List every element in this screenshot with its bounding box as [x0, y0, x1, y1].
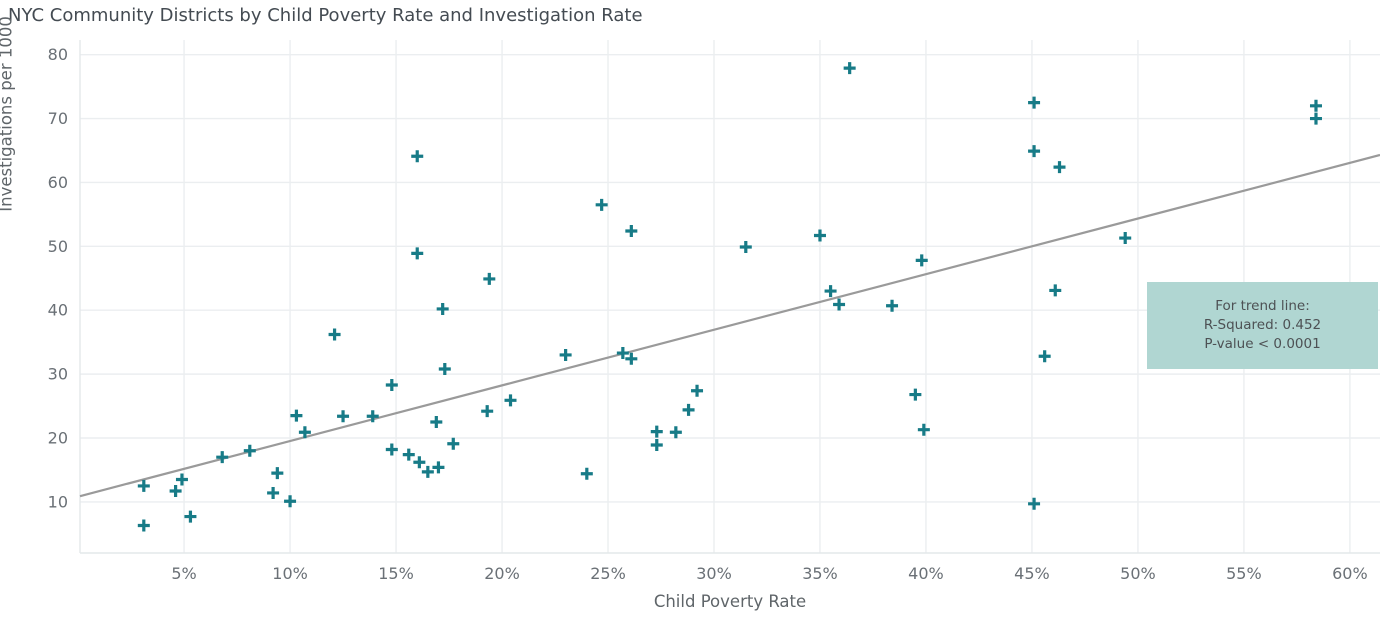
- trend-line: [79, 153, 1380, 498]
- y-axis-title: Investigations per 1000: [0, 16, 16, 212]
- x-tick-label: 45%: [1014, 564, 1050, 583]
- y-tick-label: 40: [48, 301, 68, 320]
- annotation-line-3: P-value < 0.0001: [1204, 336, 1321, 352]
- data-point[interactable]: [436, 302, 449, 315]
- data-point[interactable]: [813, 229, 826, 242]
- x-tick-label: 20%: [484, 564, 520, 583]
- x-tick-label: 15%: [378, 564, 414, 583]
- data-point[interactable]: [886, 299, 899, 312]
- data-point[interactable]: [1049, 284, 1062, 297]
- data-point[interactable]: [169, 485, 182, 498]
- x-tick-label: 50%: [1120, 564, 1156, 583]
- data-point[interactable]: [1309, 112, 1322, 125]
- data-point[interactable]: [915, 254, 928, 267]
- data-point[interactable]: [447, 437, 460, 450]
- data-point[interactable]: [411, 150, 424, 163]
- data-point[interactable]: [833, 298, 846, 311]
- data-point[interactable]: [1038, 350, 1051, 363]
- data-point[interactable]: [917, 423, 930, 436]
- y-tick-label: 30: [48, 365, 68, 384]
- data-point[interactable]: [625, 225, 638, 238]
- data-point[interactable]: [243, 444, 256, 457]
- data-point[interactable]: [625, 352, 638, 365]
- data-point[interactable]: [137, 479, 150, 492]
- y-tick-label: 60: [48, 173, 68, 192]
- data-point[interactable]: [337, 410, 350, 423]
- data-point[interactable]: [284, 495, 297, 508]
- x-tick-label: 10%: [272, 564, 308, 583]
- data-point[interactable]: [184, 510, 197, 523]
- data-point[interactable]: [504, 394, 517, 407]
- data-point[interactable]: [682, 403, 695, 416]
- data-point[interactable]: [843, 62, 856, 75]
- data-point[interactable]: [909, 388, 922, 401]
- data-point[interactable]: [1028, 96, 1041, 109]
- data-point[interactable]: [421, 465, 434, 478]
- data-point[interactable]: [580, 467, 593, 480]
- annotation-line-2: R-Squared: 0.452: [1203, 317, 1322, 333]
- data-point[interactable]: [669, 426, 682, 439]
- data-point[interactable]: [385, 378, 398, 391]
- x-tick-label: 35%: [802, 564, 838, 583]
- y-tick-label: 10: [48, 492, 68, 511]
- data-point[interactable]: [137, 519, 150, 532]
- y-tick-label: 20: [48, 429, 68, 448]
- data-point[interactable]: [298, 426, 311, 439]
- data-point[interactable]: [691, 384, 704, 397]
- data-point[interactable]: [413, 456, 426, 469]
- data-point[interactable]: [739, 240, 752, 253]
- x-tick-label: 5%: [171, 564, 196, 583]
- x-tick-label: 30%: [696, 564, 732, 583]
- data-point[interactable]: [824, 285, 837, 298]
- x-tick-label: 25%: [590, 564, 626, 583]
- data-point[interactable]: [1309, 99, 1322, 112]
- annotation-line-1: For trend line:: [1215, 298, 1310, 314]
- x-axis-title: Child Poverty Rate: [653, 592, 807, 611]
- data-point[interactable]: [430, 416, 443, 429]
- x-tick-label: 40%: [908, 564, 944, 583]
- x-tick-label: 60%: [1332, 564, 1368, 583]
- data-point[interactable]: [483, 272, 496, 285]
- trendline-annotation-box: For trend line: R-Squared: 0.452 P-value…: [1147, 282, 1378, 369]
- y-tick-label: 80: [48, 45, 68, 64]
- y-tick-label: 50: [48, 237, 68, 256]
- data-point[interactable]: [216, 451, 229, 464]
- data-point[interactable]: [481, 405, 494, 418]
- data-point[interactable]: [290, 409, 303, 422]
- data-point[interactable]: [175, 473, 188, 486]
- data-point[interactable]: [616, 347, 629, 360]
- chart-title: NYC Community Districts by Child Poverty…: [8, 5, 643, 26]
- data-point[interactable]: [366, 410, 379, 423]
- data-point[interactable]: [1028, 145, 1041, 158]
- data-point[interactable]: [385, 443, 398, 456]
- data-point[interactable]: [595, 198, 608, 211]
- data-point[interactable]: [411, 247, 424, 260]
- data-point[interactable]: [1119, 232, 1132, 245]
- data-point[interactable]: [1053, 161, 1066, 174]
- x-tick-label: 55%: [1226, 564, 1262, 583]
- y-tick-label: 70: [48, 109, 68, 128]
- data-point[interactable]: [267, 486, 280, 499]
- data-point[interactable]: [432, 461, 445, 474]
- data-point[interactable]: [402, 448, 415, 461]
- data-point[interactable]: [438, 363, 451, 376]
- data-point[interactable]: [1028, 497, 1041, 510]
- data-point[interactable]: [559, 348, 572, 361]
- data-point[interactable]: [328, 328, 341, 341]
- data-point[interactable]: [650, 425, 663, 438]
- data-point[interactable]: [271, 467, 284, 480]
- data-point[interactable]: [650, 439, 663, 452]
